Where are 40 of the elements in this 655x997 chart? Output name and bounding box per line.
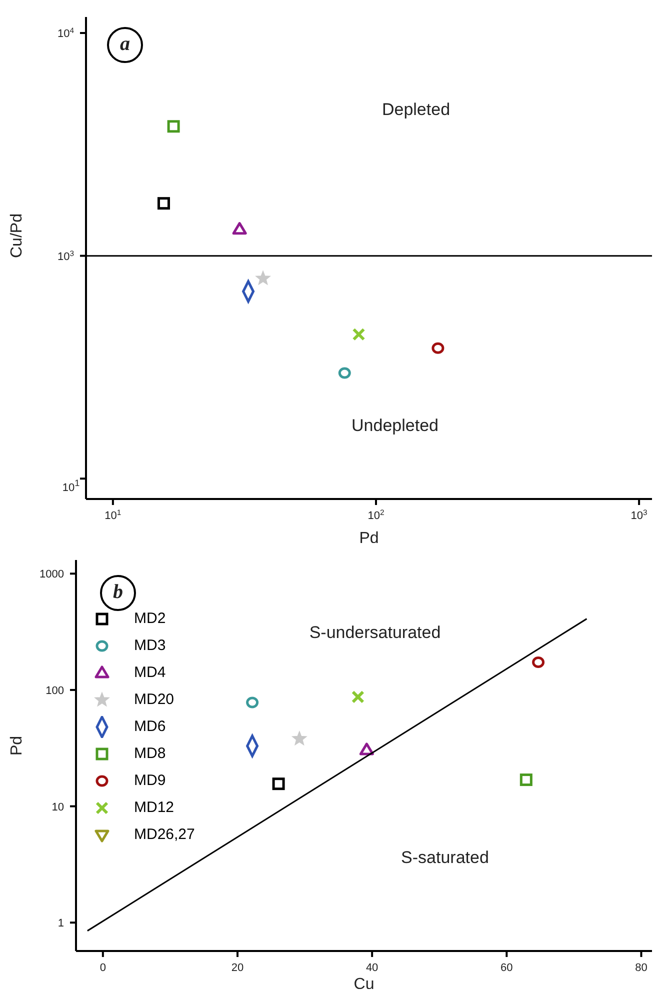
annotation: Depleted <box>382 100 450 120</box>
legend-label: MD20 <box>134 691 174 708</box>
legend-label: MD6 <box>134 718 166 735</box>
point <box>359 742 374 756</box>
x-tick-label: 60 <box>500 962 513 974</box>
y-tick-label: 1000 <box>40 568 64 581</box>
x-tick-label: 80 <box>635 962 648 974</box>
x-tick-label: 10$^{3}$ <box>630 508 648 522</box>
legend-label: MD26,27 <box>134 826 195 843</box>
annotation: S-undersaturated <box>309 623 441 643</box>
legend-label: MD2 <box>134 610 166 627</box>
annotation: a <box>107 27 143 63</box>
x-tick-label: 20 <box>231 962 244 974</box>
point <box>532 656 545 668</box>
legend-label: MD4 <box>134 664 166 681</box>
legend-label: MD8 <box>134 745 166 762</box>
point <box>292 731 307 746</box>
legend-label: MD3 <box>134 637 166 654</box>
x-tick-label: 0 <box>100 962 106 974</box>
x-axis-title: Cu <box>354 976 374 993</box>
x-tick-label: 10$^{2}$ <box>368 508 384 522</box>
x-tick-label: 40 <box>366 962 378 974</box>
point <box>246 696 259 708</box>
annotation: b <box>100 575 136 611</box>
y-axis-title: Pd <box>8 736 26 756</box>
y-tick-label: 1 <box>58 918 64 930</box>
y-tick-label: 10$^{4}$ <box>57 26 75 40</box>
point <box>520 774 532 786</box>
point <box>272 778 285 790</box>
legend-label: MD9 <box>134 772 166 789</box>
y-tick-label: 10 <box>52 801 64 814</box>
legend-label: MD12 <box>134 799 174 816</box>
x-axis-title: Pd <box>359 530 379 547</box>
text: 10$^{1}$ <box>62 478 80 494</box>
y-tick-label: 100 <box>46 684 64 697</box>
annotation: S-saturated <box>401 848 489 868</box>
annotation: Undepleted <box>352 416 438 436</box>
y-axis-title: Cu/Pd <box>8 214 26 258</box>
y-tick-label: 10$^{3}$ <box>57 248 74 263</box>
x-tick-label: 10$^{1}$ <box>104 508 122 522</box>
